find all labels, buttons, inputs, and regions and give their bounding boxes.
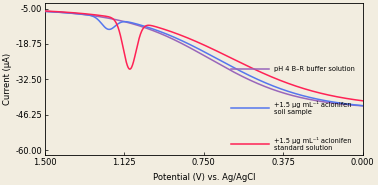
Y-axis label: Current (μA): Current (μA) <box>3 53 12 105</box>
X-axis label: Potential (V) vs. Ag/AgCl: Potential (V) vs. Ag/AgCl <box>153 173 255 181</box>
Text: +1.5 μg mL⁻¹ aclonifen
soil sample: +1.5 μg mL⁻¹ aclonifen soil sample <box>274 101 351 115</box>
Text: +1.5 μg mL⁻¹ aclonifen
standard solution: +1.5 μg mL⁻¹ aclonifen standard solution <box>274 137 351 151</box>
Text: pH 4 B–R buffer solution: pH 4 B–R buffer solution <box>274 66 355 72</box>
